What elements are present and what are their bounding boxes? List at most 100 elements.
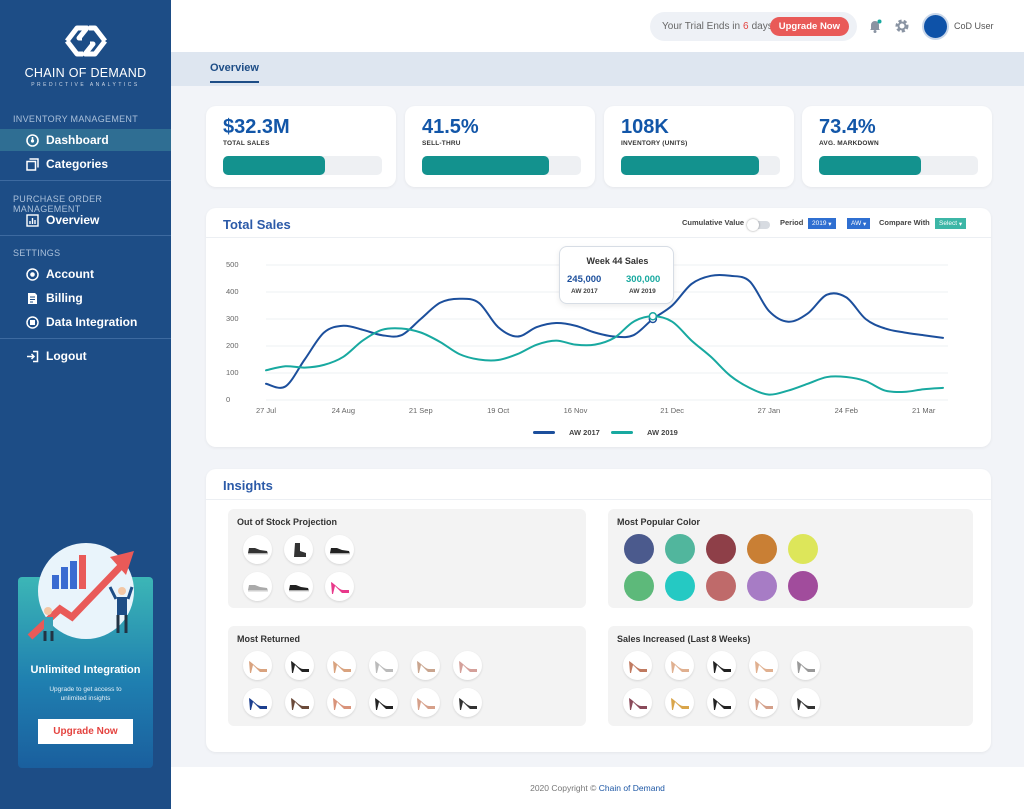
- kpi-card-inventory: 108K INVENTORY (UNITS): [604, 106, 794, 187]
- tab-overview[interactable]: Overview: [210, 62, 259, 83]
- growth-illustration: [27, 551, 134, 641]
- shoe-thumbnail[interactable]: [707, 688, 736, 717]
- color-swatch[interactable]: [706, 534, 736, 564]
- kpi-value: 108K: [621, 116, 669, 138]
- shoe-thumbnail[interactable]: [325, 572, 354, 601]
- shoe-thumbnail[interactable]: [325, 535, 354, 564]
- section-inventory-management: INVENTORY MANAGEMENT: [13, 114, 139, 124]
- footer: 2020 Copyright © Chain of Demand: [171, 767, 1024, 809]
- kpi-value: $32.3M: [223, 116, 290, 138]
- shoe-thumbnail[interactable]: [369, 651, 398, 680]
- shoe-thumbnail[interactable]: [243, 572, 272, 601]
- heel-icon: [670, 697, 689, 710]
- sidebar-item-categories[interactable]: Categories: [0, 153, 171, 175]
- shoe-thumbnail[interactable]: [665, 688, 694, 717]
- brand-name: CHAIN OF DEMAND: [24, 66, 147, 80]
- color-swatch[interactable]: [747, 534, 777, 564]
- sidebar-item-account[interactable]: Account: [0, 263, 171, 285]
- sidebar-item-overview[interactable]: Overview: [0, 209, 171, 231]
- shoe-thumbnail[interactable]: [411, 688, 440, 717]
- compare-label: Compare With: [879, 218, 930, 227]
- color-swatch[interactable]: [624, 571, 654, 601]
- kpi-label: INVENTORY (UNITS): [621, 140, 688, 147]
- sidebar-item-logout[interactable]: Logout: [0, 345, 171, 367]
- sales-line-chart: [265, 264, 948, 401]
- shoe-thumbnail[interactable]: [243, 651, 272, 680]
- user-name[interactable]: CoD User: [954, 21, 994, 31]
- highlight-point[interactable]: [648, 312, 658, 321]
- shoe-thumbnail[interactable]: [285, 651, 314, 680]
- shoe-thumbnail[interactable]: [749, 651, 778, 680]
- color-swatch[interactable]: [706, 571, 736, 601]
- heel-icon: [332, 660, 351, 673]
- shoe-thumbnail[interactable]: [749, 688, 778, 717]
- season-select[interactable]: AW ▾: [847, 218, 871, 229]
- kpi-progress-bar: [819, 156, 978, 175]
- sidebar-item-dashboard[interactable]: Dashboard: [0, 129, 171, 151]
- color-swatch[interactable]: [624, 534, 654, 564]
- shoe-thumbnail[interactable]: [369, 688, 398, 717]
- heel-icon: [290, 697, 309, 710]
- heel-icon: [330, 581, 349, 594]
- shoe-thumbnail[interactable]: [285, 688, 314, 717]
- shoe-thumbnail[interactable]: [327, 651, 356, 680]
- sidebar-item-data-integration[interactable]: Data Integration: [0, 311, 171, 333]
- categories-icon: [25, 157, 39, 171]
- y-tick-label: 100: [226, 368, 239, 377]
- kpi-label: TOTAL SALES: [223, 140, 270, 147]
- shoe-thumbnail[interactable]: [327, 688, 356, 717]
- gear-icon[interactable]: [894, 18, 910, 34]
- shoe-thumbnail[interactable]: [243, 535, 272, 564]
- color-swatch[interactable]: [665, 571, 695, 601]
- sidebar-item-label: Categories: [46, 157, 109, 171]
- shoe-thumbnail[interactable]: [791, 688, 820, 717]
- shoe-thumbnail[interactable]: [284, 535, 313, 564]
- data-integration-icon: [25, 315, 39, 329]
- section-settings: SETTINGS: [13, 248, 61, 258]
- color-swatch[interactable]: [788, 571, 818, 601]
- color-swatch[interactable]: [747, 571, 777, 601]
- trial-suffix: days: [751, 21, 773, 32]
- tooltip-value-aw2019: 300,000: [626, 274, 661, 285]
- logout-icon: [25, 349, 39, 363]
- insights-title: Insights: [223, 478, 273, 493]
- copyright-link[interactable]: Chain of Demand: [598, 783, 665, 793]
- compare-select[interactable]: Select ▾: [935, 218, 967, 229]
- shoe-thumbnail[interactable]: [284, 572, 313, 601]
- shoe-thumbnail[interactable]: [411, 651, 440, 680]
- cumulative-toggle[interactable]: [747, 219, 770, 231]
- kpi-progress-bar: [621, 156, 780, 175]
- shoe-thumbnail[interactable]: [623, 688, 652, 717]
- logo[interactable]: CHAIN OF DEMAND PREDICTIVE ANALYTICS: [0, 24, 171, 88]
- bell-icon[interactable]: [867, 18, 883, 34]
- x-tick-label: 19 Oct: [487, 406, 510, 415]
- legend-item-aw2019[interactable]: AW 2019: [611, 428, 678, 437]
- promo-upgrade-button[interactable]: Upgrade Now: [38, 719, 133, 744]
- kpi-card-avg-markdown: 73.4% AVG. MARKDOWN: [802, 106, 992, 187]
- color-swatch[interactable]: [665, 534, 695, 564]
- shoe-thumbnail[interactable]: [623, 651, 652, 680]
- shoe-thumbnail[interactable]: [453, 651, 482, 680]
- shoe-thumbnail[interactable]: [243, 688, 272, 717]
- color-swatch[interactable]: [788, 534, 818, 564]
- shoe-thumbnail[interactable]: [791, 651, 820, 680]
- panel-title: Most Popular Color: [617, 517, 700, 527]
- year-select[interactable]: 2019 ▾: [808, 218, 836, 229]
- legend-item-aw2017[interactable]: AW 2017: [533, 428, 600, 437]
- sidebar-item-billing[interactable]: Billing: [0, 287, 171, 309]
- shoe-thumbnail[interactable]: [707, 651, 736, 680]
- kpi-progress-fill: [819, 156, 921, 175]
- legend-label: AW 2017: [569, 428, 600, 437]
- shoe-thumbnail[interactable]: [665, 651, 694, 680]
- avatar[interactable]: [922, 13, 949, 40]
- sidebar-item-label: Billing: [46, 291, 83, 305]
- sales-increased-panel: Sales Increased (Last 8 Weeks): [608, 626, 973, 726]
- insights-card: Insights Out of Stock Projection Most Po…: [206, 469, 991, 752]
- sidebar-item-label: Account: [46, 267, 94, 281]
- heel-icon: [458, 660, 477, 673]
- upgrade-now-button[interactable]: Upgrade Now: [769, 17, 849, 36]
- most-returned-panel: Most Returned: [228, 626, 586, 726]
- chart-icon: [25, 213, 39, 227]
- heel-icon: [712, 697, 731, 710]
- shoe-thumbnail[interactable]: [453, 688, 482, 717]
